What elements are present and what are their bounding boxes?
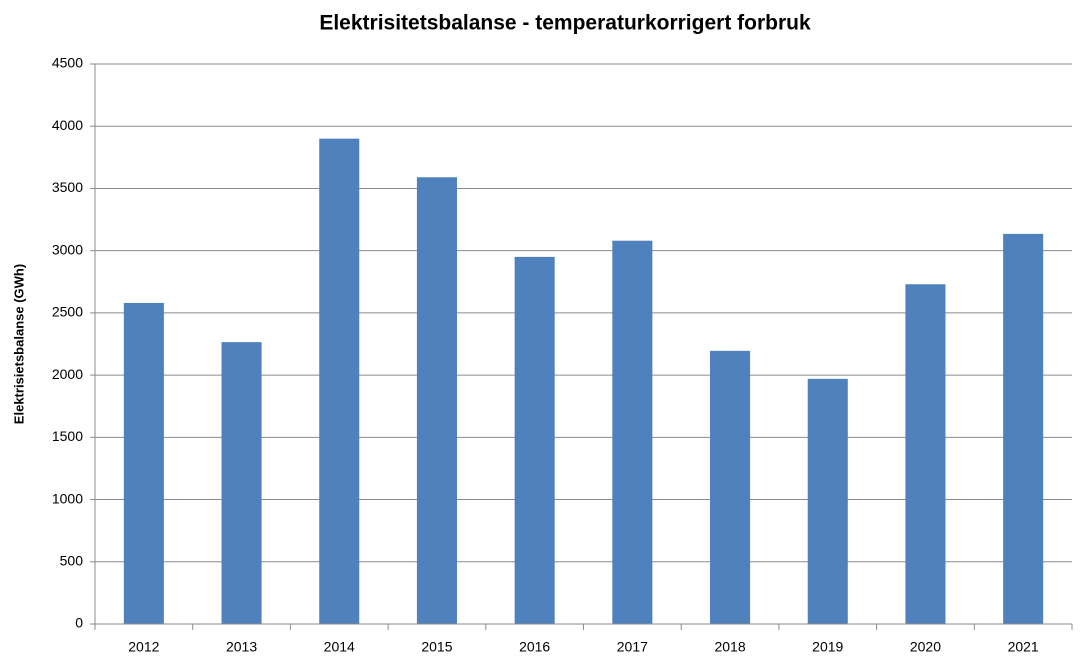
y-tick-label: 3500 [52,179,83,195]
y-tick-label: 1500 [52,428,83,444]
bar [710,350,751,624]
x-tick-label: 2018 [714,639,745,655]
bar [807,378,848,624]
y-tick-label: 3000 [52,241,83,257]
bar [416,177,457,624]
bar [221,342,262,624]
y-tick-label: 2500 [52,304,83,320]
bar [319,138,360,624]
bar [612,240,653,624]
bar [905,284,946,624]
x-tick-label: 2019 [812,639,843,655]
y-tick-label: 4500 [52,55,83,71]
x-tick-label: 2016 [519,639,550,655]
x-tick-label: 2017 [617,639,648,655]
y-axis-label: Elektrisietsbalanse (GWh) [11,264,26,424]
x-tick-label: 2012 [128,639,159,655]
x-tick-label: 2015 [421,639,452,655]
y-tick-label: 0 [75,615,83,631]
bar [123,302,164,624]
x-tick-label: 2013 [226,639,257,655]
y-tick-label: 4000 [52,117,83,133]
y-tick-label: 2000 [52,366,83,382]
x-tick-label: 2014 [324,639,355,655]
y-tick-label: 1000 [52,490,83,506]
bar [514,256,555,624]
chart-title: Elektrisitetsbalanse - temperaturkorrige… [319,12,811,35]
x-tick-label: 2020 [910,639,941,655]
bar [1003,233,1044,624]
y-tick-label: 500 [60,552,84,568]
x-tick-label: 2021 [1008,639,1039,655]
